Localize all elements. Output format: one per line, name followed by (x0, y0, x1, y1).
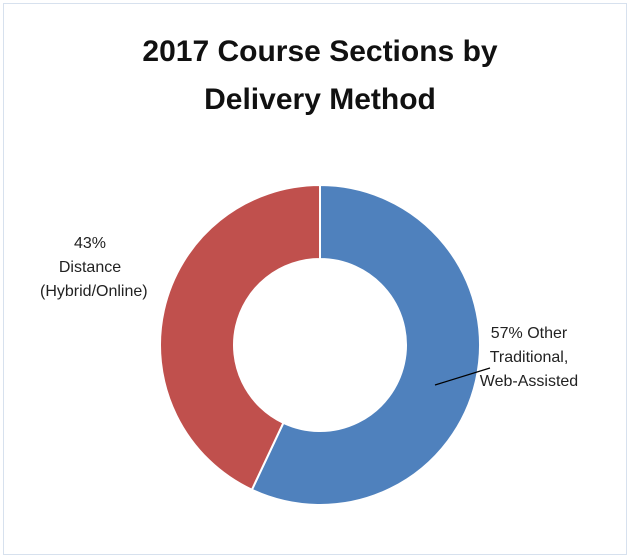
category-label: Distance (Hybrid/Online) (40, 259, 148, 300)
leader-line (434, 367, 491, 386)
category-label: Other Traditional, Web-Assisted (479, 325, 579, 390)
value-label: 43% (73, 235, 107, 252)
donut-slice (250, 183, 481, 506)
value-label: 57% (490, 325, 523, 342)
chart-title: 2017 Course Sections by Delivery Method (142, 35, 498, 116)
data-label: 43% Distance (Hybrid/Online) (40, 232, 148, 304)
data-label: 57% Other Traditional, Web-Assisted (474, 322, 584, 394)
donut-slice (159, 183, 321, 492)
chart-frame (3, 3, 627, 555)
